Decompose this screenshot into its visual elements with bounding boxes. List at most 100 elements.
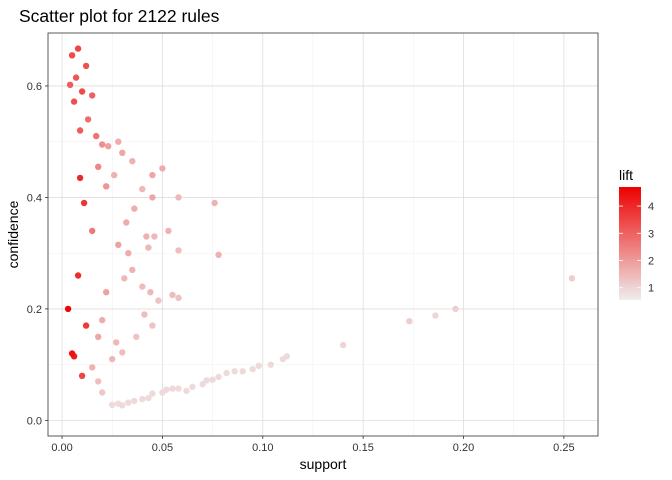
data-point [163,386,170,393]
data-point [239,368,246,375]
data-point [175,247,182,254]
x-tick-label: 0.05 [152,442,173,454]
data-point [147,289,154,296]
data-point [149,194,156,201]
data-point [89,92,96,99]
data-point [109,355,116,363]
chart-title: Scatter plot for 2122 rules [19,6,220,26]
data-point [406,318,413,325]
y-tick-label: 0.6 [27,81,42,93]
data-point [133,333,140,340]
data-point [223,369,230,377]
data-point [568,275,576,282]
plot-panel [48,33,598,436]
data-point [169,385,176,392]
data-point [119,149,126,156]
data-point [119,402,126,409]
data-point [255,362,262,369]
data-point [64,305,72,313]
legend-tick-label: 3 [648,228,654,240]
data-point [175,385,182,392]
data-point [215,373,222,381]
data-point [165,227,172,235]
data-point [99,389,106,396]
data-point [169,291,176,299]
data-point [123,219,130,226]
data-point [74,272,82,279]
data-point [203,377,210,384]
data-point [115,241,122,248]
data-point [93,132,100,140]
data-point [125,399,132,406]
x-tick-label: 0.20 [453,442,474,454]
data-point [189,383,196,391]
data-point [66,81,74,89]
data-point [95,378,102,385]
data-point [82,322,90,329]
data-point [111,171,118,179]
data-point [74,45,82,52]
grid-lines [48,33,598,436]
data-point [139,283,146,290]
data-point [78,372,86,379]
x-tick-label: 0.10 [252,442,273,454]
data-point [99,141,106,148]
data-point [80,199,88,207]
data-point [211,199,218,207]
data-point [175,194,182,201]
data-point [175,294,182,301]
data-point [95,333,102,340]
data-point [76,127,84,134]
legend-title: lift [619,167,633,183]
data-point [89,364,96,371]
panel-border [47,32,599,437]
data-point [99,316,106,324]
x-tick-label: 0.00 [51,442,72,454]
x-tick-label: 0.15 [352,442,373,454]
data-point [145,244,152,251]
y-axis: 0.0 0.2 0.4 0.6 [27,81,48,427]
data-point [339,341,347,349]
data-point [131,397,138,405]
data-point [70,98,78,105]
data-point [121,275,128,282]
panel-background [48,33,598,436]
data-point [103,183,110,190]
data-point [131,205,138,212]
data-point [432,312,439,319]
data-point [139,396,146,403]
data-point [139,185,146,193]
data-point [151,233,158,240]
data-point [149,171,156,179]
data-point [115,138,122,145]
legend-ticks: 1 2 3 4 [619,201,654,295]
data-point [283,353,291,360]
data-point [143,233,150,240]
data-point [125,250,132,257]
data-point [68,52,76,59]
data-point [231,368,238,375]
data-point [113,339,120,346]
legend: lift 1 2 3 4 [619,167,654,300]
x-axis: 0.00 0.05 0.10 0.15 0.20 0.25 [51,436,575,454]
data-point [72,74,80,81]
data-point [199,381,206,388]
y-axis-title: confidence [5,200,21,268]
data-point [129,266,136,274]
data-point [95,163,102,170]
y-tick-label: 0.0 [27,415,42,427]
data-point [183,387,190,395]
data-point [84,116,92,123]
x-tick-label: 0.25 [553,442,574,454]
data-point [267,361,274,368]
data-point [78,88,86,95]
data-point [159,165,166,172]
data-point [82,62,90,70]
data-point [89,227,96,235]
data-points [64,45,576,409]
data-point [249,365,256,373]
data-point [145,394,152,402]
data-point [215,251,222,258]
y-tick-label: 0.4 [27,192,42,204]
